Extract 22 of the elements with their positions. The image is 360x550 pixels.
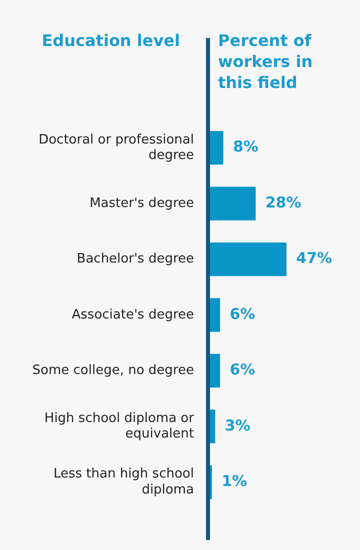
data-label: 1% — [222, 472, 248, 490]
data-label: 6% — [230, 360, 256, 379]
y-tick-label: Less than high school diploma — [53, 466, 194, 498]
data-label: 47% — [296, 249, 332, 268]
data-label: 6% — [230, 304, 256, 323]
y-tick-label: Some college, no degree — [32, 363, 194, 378]
data-label: 3% — [224, 416, 250, 434]
y-tick-label: High school diploma or equivalent — [44, 411, 195, 442]
data-label: 8% — [232, 138, 258, 156]
bar — [210, 242, 286, 276]
data-label: 28% — [265, 193, 302, 212]
y-axis-title: Education level — [42, 31, 180, 50]
x-axis-title: Percent of workers in this field — [218, 31, 313, 92]
bar — [210, 131, 224, 165]
y-tick-label: Master's degree — [90, 196, 194, 211]
bar — [210, 298, 220, 332]
bar — [210, 354, 220, 388]
bar — [210, 410, 216, 444]
bar — [210, 186, 256, 220]
y-tick-label: Associate's degree — [72, 307, 194, 322]
y-tick-label: Doctoral or professional degree — [38, 132, 194, 164]
y-tick-label: Bachelor's degree — [76, 252, 194, 267]
